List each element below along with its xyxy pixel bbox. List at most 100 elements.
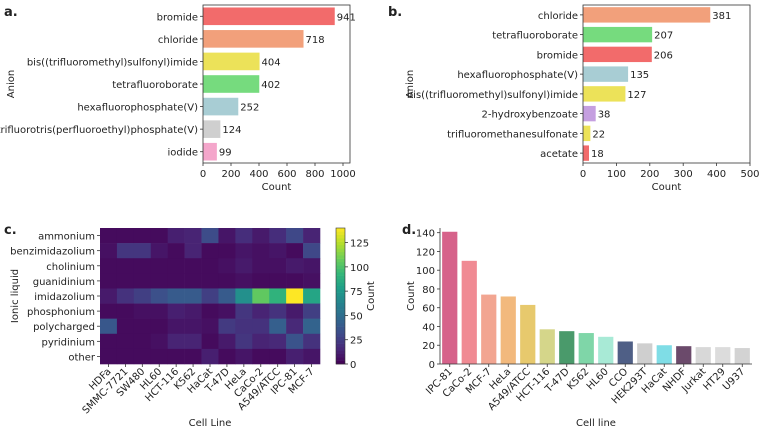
heatmap-cell — [303, 243, 321, 259]
bar-k562 — [578, 333, 594, 364]
bar-nhdf — [676, 346, 692, 364]
heatmap-cell — [184, 303, 202, 319]
y-tick-80: 80 — [422, 285, 435, 296]
heatmap-cell — [235, 243, 253, 259]
heatmap-cell — [235, 228, 253, 244]
heatmap-cell — [252, 243, 270, 259]
heatmap-cell — [100, 228, 118, 244]
heatmap-cell — [133, 228, 152, 244]
colorbar-tick-100: 100 — [350, 263, 369, 274]
heatmap-cell — [184, 318, 202, 335]
colorbar-tick-0: 0 — [350, 360, 356, 371]
x-tick-200: 200 — [221, 169, 240, 180]
heatmap-cell — [167, 333, 185, 350]
row-label-guanidinium: guanidinium — [33, 277, 95, 288]
colorbar-segment — [336, 292, 345, 297]
heatmap-cell — [133, 258, 152, 274]
colorbar-tick-50: 50 — [350, 311, 363, 322]
heatmap-cell — [184, 243, 202, 259]
x-tick-0: 0 — [580, 169, 586, 180]
row-label-ammonium: ammonium — [38, 232, 95, 243]
colorbar-segment — [336, 255, 345, 259]
heatmap-cell — [218, 348, 236, 365]
colorbar-segment — [336, 296, 345, 300]
heatmap-cell — [167, 243, 185, 259]
heatmap-cell — [100, 288, 118, 304]
heatmap-cell — [100, 348, 118, 365]
colorbar-segment — [336, 265, 345, 270]
heatmap-cell — [184, 228, 202, 244]
panel-a-label: a. — [4, 5, 18, 20]
heatmap-cell — [100, 333, 118, 350]
x-tick-400: 400 — [249, 169, 268, 180]
heatmap-cell — [184, 288, 202, 304]
row-label-imidazolium: imidazolium — [34, 292, 95, 303]
heatmap-cell — [218, 333, 236, 350]
bar-t-47d — [559, 331, 575, 364]
heatmap-cell — [252, 273, 270, 289]
heatmap-cell — [100, 258, 118, 274]
colorbar-segment — [336, 258, 345, 263]
heatmap-cell — [218, 243, 236, 259]
heatmap-cell — [303, 333, 321, 350]
colorbar-segment — [336, 302, 345, 307]
value-label-hexafluorophosphate-v: 252 — [240, 103, 259, 114]
chart-anion-counts-a: 941 bromide 718 chloride 404 bis((trifluorome… — [0, 4, 356, 193]
heatmap-cell — [167, 318, 185, 335]
colorbar-tick-75: 75 — [350, 287, 363, 298]
bar-u937 — [734, 348, 750, 364]
heatmap-cell — [184, 258, 202, 274]
bar-hl60 — [598, 336, 614, 364]
bar-trifluorotris-perfluoroethyl-phosphate-v — [203, 120, 221, 138]
colorbar-segment — [336, 340, 345, 344]
row-label-polycharged: polycharged — [33, 322, 95, 333]
y-tick-acetate: acetate — [540, 149, 578, 160]
heatmap-cell — [100, 273, 118, 289]
heatmap-cell — [269, 318, 287, 335]
bar-cco — [617, 341, 633, 364]
heatmap-cell — [100, 303, 118, 319]
heatmap-cell — [150, 258, 168, 274]
chart-heatmap-ionic-liquid: ammonium benzimidazolium cholinium guanidin… — [10, 227, 377, 429]
heatmap-cell — [150, 243, 168, 259]
colorbar-segment — [336, 275, 345, 280]
colorbar-segment — [336, 285, 345, 290]
heatmap-cell — [218, 273, 236, 289]
y-tick-iodide: iodide — [167, 148, 198, 159]
y-axis-title: Ionic liquid — [10, 269, 21, 323]
bar-chloride — [583, 7, 711, 23]
x-tick-0: 0 — [200, 169, 206, 180]
heatmap-cell — [286, 258, 304, 274]
y-tick-120: 120 — [416, 247, 435, 258]
heatmap-cell — [167, 273, 185, 289]
heatmap-cell — [133, 273, 152, 289]
colorbar-segment — [336, 289, 345, 293]
heatmap-cell — [252, 288, 270, 304]
y-tick-60: 60 — [422, 304, 435, 315]
colorbar-segment — [336, 319, 345, 324]
heatmap-cell — [286, 273, 304, 289]
colorbar-segment — [336, 336, 345, 341]
heatmap-cell — [235, 288, 253, 304]
bar-chloride — [203, 30, 304, 48]
y-tick-tetrafluoroborate: tetrafluoroborate — [492, 31, 578, 42]
heatmap-cell — [201, 228, 219, 244]
heatmap-cell — [235, 258, 253, 274]
colorbar-segment — [336, 360, 345, 365]
colorbar-segment — [336, 279, 345, 283]
heatmap-cell — [133, 288, 152, 304]
heatmap-cell — [167, 348, 185, 365]
x-tick-500: 500 — [740, 169, 759, 180]
y-tick-hexafluorophosphate-v: hexafluorophosphate(V) — [457, 70, 578, 81]
axes-frame — [582, 4, 751, 164]
heatmap-cell — [201, 318, 219, 335]
y-tick-bis-trifluoromethyl-sulfonyl-imide: bis((trifluoromethyl)sulfonyl)imide — [407, 90, 578, 101]
heatmap-cell — [269, 243, 287, 259]
bar-2-hydroxybenzoate — [583, 105, 596, 122]
colorbar-segment — [336, 262, 345, 266]
chart-cell-line-counts: 020406080100120140IPC-81CaCo-2MCF-7HeLaA… — [406, 228, 752, 429]
bar-tetrafluoroborate — [203, 75, 260, 93]
colorbar-tick-125: 125 — [350, 239, 369, 250]
value-label-iodide: 99 — [219, 148, 232, 159]
heatmap-cell — [184, 333, 202, 350]
